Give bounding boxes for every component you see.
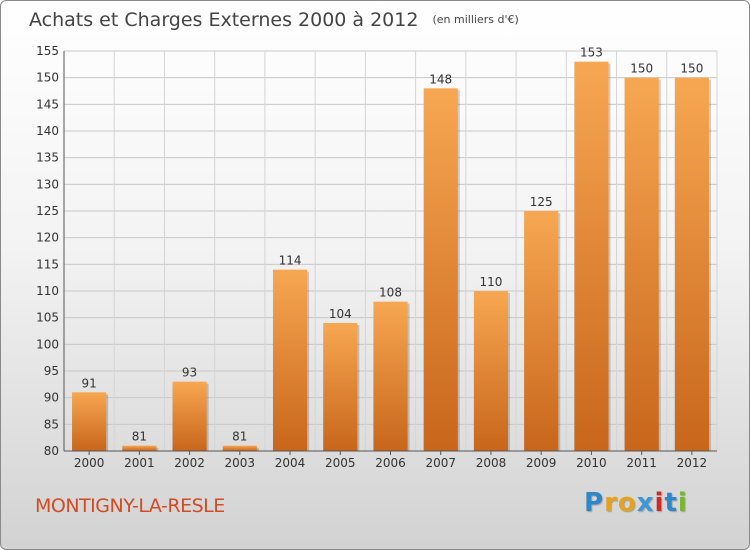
bars: 91 81 93 81 114 104 108 148 110 125 153 150 150	[72, 46, 711, 452]
bar	[473, 291, 509, 451]
bar-value-label: 150	[680, 62, 703, 76]
x-tick-label: 2007	[425, 456, 456, 470]
x-tick-label: 2011	[626, 456, 657, 470]
bar	[574, 61, 609, 452]
logo-letter: i	[654, 488, 665, 518]
y-tick-label: 135	[36, 151, 59, 165]
bar-value-label: 125	[530, 195, 553, 209]
x-tick-label: 2005	[325, 456, 356, 470]
proxiti-logo: Proxiti	[584, 488, 688, 518]
chart-title: Achats et Charges Externes 2000 à 2012 (…	[29, 9, 519, 31]
y-tick-label: 125	[36, 204, 59, 218]
bar	[674, 77, 709, 452]
logo-letter: o	[617, 488, 637, 518]
y-tick-label: 90	[44, 391, 59, 405]
bar	[423, 88, 458, 451]
bar	[373, 301, 408, 451]
x-tick-label: 2000	[74, 456, 105, 470]
bar-value-label: 148	[429, 72, 452, 86]
chart-unit: (en milliers d'€)	[432, 13, 519, 26]
chart-title-text: Achats et Charges Externes 2000 à 2012	[29, 9, 419, 31]
x-tick-label: 2008	[476, 456, 507, 470]
y-tick-label: 110	[36, 284, 59, 298]
bar	[172, 381, 207, 451]
y-tick-label: 140	[36, 124, 59, 138]
bar-value-label: 108	[379, 286, 402, 300]
y-tick-label: 85	[44, 417, 59, 431]
bar-value-label: 153	[580, 46, 603, 60]
logo-letter: r	[604, 488, 618, 518]
y-axis-ticks: 80 85 90 95 100 105 110 115 120 125 130 135 140 145 15…	[36, 44, 59, 458]
logo-letter: P	[584, 488, 605, 518]
y-tick-label: 100	[36, 337, 59, 351]
bar	[624, 77, 659, 452]
bar	[122, 445, 157, 451]
bar	[222, 445, 257, 451]
logo-letter: x	[636, 488, 655, 518]
bar-value-label: 91	[81, 376, 96, 390]
x-tick-label: 2012	[677, 456, 708, 470]
x-tick-label: 2010	[576, 456, 607, 470]
y-tick-label: 130	[36, 177, 59, 191]
y-tick-label: 105	[36, 311, 59, 325]
x-tick-label: 2006	[375, 456, 406, 470]
bar-value-label: 110	[480, 275, 503, 289]
y-tick-label: 145	[36, 97, 59, 111]
axes	[63, 51, 717, 452]
x-tick-label: 2001	[124, 456, 155, 470]
bar-value-label: 81	[232, 430, 247, 444]
y-tick-label: 120	[36, 231, 59, 245]
logo-letter: t	[664, 488, 678, 518]
x-tick-label: 2002	[174, 456, 205, 470]
bar	[72, 392, 107, 451]
logo-letter: i	[677, 488, 688, 518]
bar	[524, 211, 559, 451]
y-tick-label: 150	[36, 71, 59, 85]
bar-value-label: 104	[329, 307, 352, 321]
y-tick-label: 80	[44, 444, 59, 458]
y-tick-label: 95	[44, 364, 59, 378]
x-tick-label: 2003	[225, 456, 256, 470]
bar-value-label: 114	[279, 254, 302, 268]
bar	[272, 269, 308, 451]
x-tick-label: 2004	[275, 456, 306, 470]
x-axis-ticks: 2000 2001 2002 2003 2004 2005 2006 2007 2008 2009…	[74, 451, 707, 470]
bar-value-label: 93	[182, 366, 197, 380]
x-tick-label: 2009	[526, 456, 557, 470]
bar-value-label: 81	[132, 430, 147, 444]
place-name: MONTIGNY-LA-RESLE	[35, 495, 225, 517]
y-tick-label: 115	[36, 257, 59, 271]
y-tick-label: 155	[36, 44, 59, 58]
bar-value-label: 150	[630, 62, 653, 76]
bar	[323, 323, 358, 451]
